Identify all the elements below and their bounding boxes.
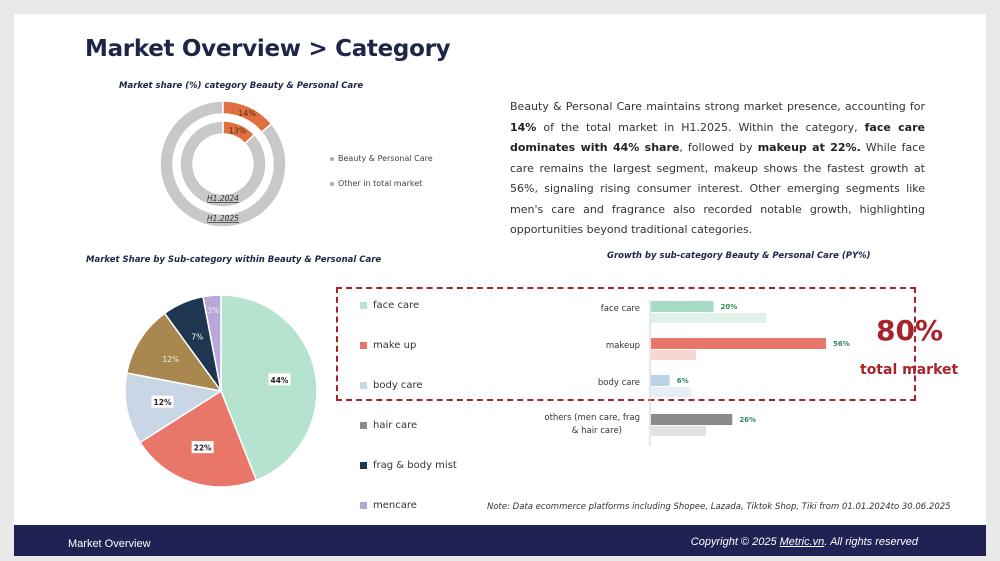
page-title: Market Overview > Category (85, 36, 451, 62)
growth-category-label: others (men care, frag (544, 413, 640, 423)
legend-swatch-icon (360, 501, 367, 509)
slide: Market Overview > Category Market share … (14, 14, 986, 556)
footer-copyright: Copyright © 2025 Metric.vn. All rights r… (690, 536, 918, 548)
pie-legend-item-hair-care: hair care (360, 420, 417, 431)
pie-value-label: 22% (194, 444, 212, 453)
pie-slice (138, 389, 258, 488)
legend-swatch-icon (360, 341, 367, 349)
growth-category-label-line2: & hair care) (572, 426, 622, 436)
pie-legend-item-body-care: body care (360, 380, 423, 391)
growth-bar-shadow (651, 387, 691, 397)
legend-dot-icon (330, 181, 334, 186)
pie-value-label: 7% (191, 332, 203, 341)
donut-highlight-segment (222, 100, 273, 134)
pie-value-label: 12% (154, 398, 172, 407)
donut-chart-title: Market share (%) category Beauty & Perso… (119, 81, 364, 91)
pie-value-label: 44% (270, 376, 288, 385)
growth-category-label: face care (601, 304, 640, 314)
total-market-label: total market (860, 362, 959, 378)
growth-bar-chart: 20% face care 56% makeup 6% body care 26% other… (544, 300, 850, 446)
growth-category-label: makeup (606, 341, 640, 351)
donut-ring-label: H1.2025 (207, 214, 239, 223)
pie-slice (202, 294, 222, 392)
growth-value-label: 56% (833, 340, 850, 348)
growth-category-label: body care (598, 378, 640, 388)
growth-bar (651, 301, 714, 312)
pie-chart: 44% 22% 12% 12% 7% 3% (124, 294, 318, 488)
pie-legend-item-face-care: face care (360, 300, 419, 311)
donut-chart: 14% H1.2025 13% H1.2024 (159, 100, 287, 228)
pie-chart-title: Market Share by Sub-category within Beau… (86, 255, 382, 265)
pie-slice (124, 372, 224, 444)
growth-bar (651, 414, 733, 425)
donut-value-label: 13% (229, 127, 247, 136)
footer: Market Overview Copyright © 2025 Metric.… (14, 525, 986, 556)
donut-legend-item-bpc: Beauty & Personal Care (330, 154, 433, 163)
pie-label-box (268, 373, 291, 386)
pie-label-box (151, 395, 174, 408)
growth-bar (651, 375, 670, 386)
growth-value-label: 26% (739, 416, 756, 424)
growth-value-label: 20% (721, 303, 738, 311)
pie-value-label: 12% (162, 355, 179, 364)
legend-swatch-icon (360, 301, 367, 309)
pie-slice (220, 294, 318, 482)
footer-section-title: Market Overview (68, 538, 151, 550)
donut-other-segment (159, 100, 287, 228)
legend-dot-icon (330, 156, 334, 161)
pie-value-label: 3% (207, 306, 219, 315)
footer-link[interactable]: Metric.vn (779, 536, 825, 548)
legend-swatch-icon (360, 461, 367, 469)
pie-label-box (191, 441, 214, 454)
pie-legend-item-mencare: mencare (360, 500, 417, 511)
growth-bar-shadow (651, 313, 766, 323)
legend-swatch-icon (360, 421, 367, 429)
highlight-box (336, 287, 916, 401)
donut-legend-item-other: Other in total market (330, 179, 422, 188)
donut-ring-label: H1.2024 (207, 194, 239, 203)
donut-highlight-segment (222, 120, 256, 145)
growth-chart-title: Growth by sub-category Beauty & Personal… (607, 251, 871, 261)
pie-slice (125, 312, 223, 393)
summary-paragraph: Beauty & Personal Care maintains strong … (510, 100, 926, 236)
donut-other-segment (179, 120, 267, 208)
growth-value-label: 6% (677, 377, 689, 385)
pie-legend-item-frag-body-mist: frag & body mist (360, 460, 457, 471)
pie-legend-item-make-up: make up (360, 340, 416, 351)
growth-bar-shadow (651, 426, 706, 436)
donut-value-label: 14% (238, 109, 256, 118)
total-market-value: 80% (876, 314, 944, 347)
growth-bar (651, 338, 826, 349)
legend-swatch-icon (360, 381, 367, 389)
growth-bar-shadow (651, 350, 696, 360)
data-note: Note: Data ecommerce platforms including… (487, 502, 951, 512)
